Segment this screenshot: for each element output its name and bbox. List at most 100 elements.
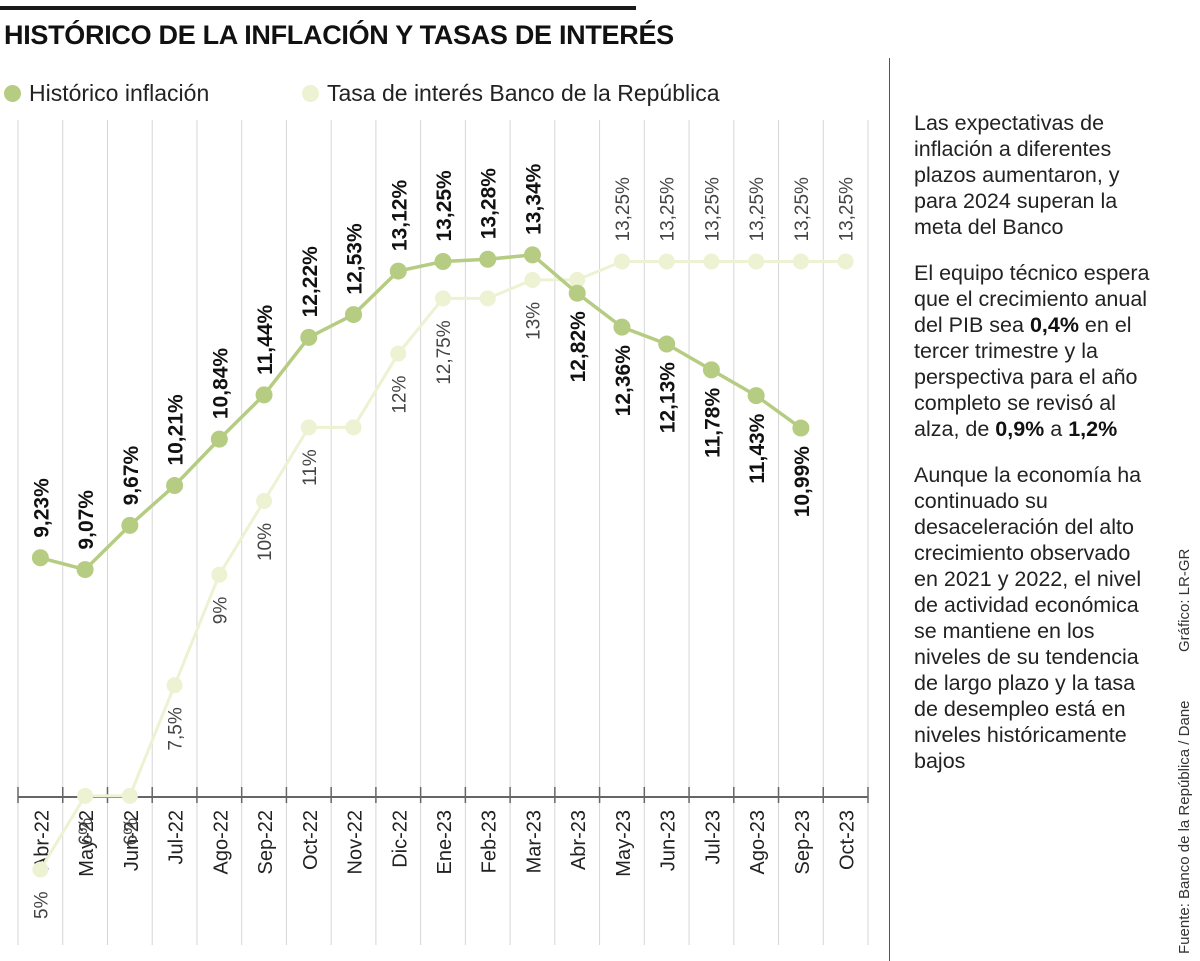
interest-rate-point: [748, 253, 765, 270]
inflation-point: [121, 516, 139, 534]
inflation-point: [345, 306, 363, 324]
inflation-data-label: 13,25%: [433, 170, 456, 242]
interest-rate-point: [479, 290, 496, 307]
x-tick-label: Sep-23: [792, 810, 814, 875]
inflation-point: [702, 361, 720, 379]
inflation-data-label: 13,12%: [388, 180, 411, 252]
inflation-point: [479, 250, 497, 268]
inflation-data-label: 11,78%: [701, 388, 724, 458]
x-tick-label: Jul-23: [702, 810, 724, 864]
p2-value-from: 0,9%: [995, 417, 1045, 441]
x-tick-label: Mar-23: [523, 810, 545, 873]
inflation-point: [658, 335, 676, 353]
inflation-point: [613, 318, 631, 336]
inflation-data-label: 9,07%: [75, 490, 98, 550]
legend-label-interest-rate: Tasa de interés Banco de la República: [327, 80, 720, 106]
inflation-data-label: 12,13%: [657, 362, 680, 434]
inflation-point: [568, 284, 586, 302]
inflation-data-label: 9,23%: [30, 478, 53, 538]
inflation-data-label: 11,43%: [746, 413, 769, 483]
inflation-data-label: 9,67%: [120, 445, 143, 505]
interest-rate-data-label: 13,25%: [792, 177, 813, 242]
inflation-data-label: 13,28%: [478, 168, 501, 240]
x-tick-label: Abr-23: [568, 810, 590, 870]
x-tick-label: Jun-22: [121, 810, 143, 871]
line-chart: Abr-22 May-22 Jun-22 Jul-22 Ago-22 Sep-22 Oct-…: [17, 120, 869, 945]
x-tick-label: Sep-22: [255, 810, 277, 875]
inflation-point: [300, 328, 318, 346]
interest-rate-data-label: 12%: [389, 376, 410, 414]
inflation-point: [747, 387, 765, 405]
interest-rate-point: [211, 566, 228, 583]
interest-rate-point: [703, 253, 720, 270]
interest-rate-point: [256, 493, 273, 510]
inflation-point: [434, 253, 452, 270]
sidebar-text: Las expectativas de inflación a diferent…: [914, 110, 1154, 794]
p2-text-e: a: [1044, 417, 1069, 441]
legend-item-inflation: Histórico inflación: [4, 80, 209, 107]
inflation-point: [389, 262, 407, 280]
inflation-data-label: 10,84%: [209, 348, 232, 420]
p2-value-pib: 0,4%: [1029, 313, 1079, 337]
interest-rate-point: [32, 861, 49, 878]
interest-rate-point: [121, 787, 138, 804]
sidebar-paragraph-2: El equipo técnico espera que el crecimie…: [914, 260, 1154, 442]
interest-rate-point: [345, 419, 362, 436]
x-axis: Abr-22 May-22 Jun-22 Jul-22 Ago-22 Sep-22 Oct-…: [17, 787, 869, 877]
interest-rate-point: [435, 290, 451, 307]
inflation-line: [39, 253, 802, 572]
inflation-data-label: 10,99%: [791, 446, 814, 518]
interest-rate-data-label: 9%: [210, 597, 231, 625]
legend-swatch-inflation: [4, 85, 21, 102]
x-tick-label: Feb-23: [479, 810, 501, 873]
title-rule: [0, 6, 636, 10]
inflation-data-label: 12,22%: [299, 246, 322, 318]
p2-text-a: El equipo técnico espera que el crecimie…: [914, 261, 1150, 337]
inflation-data-label: 12,36%: [612, 345, 635, 417]
x-tick-label: May-23: [613, 810, 635, 877]
interest-rate-data-label: 13,25%: [613, 177, 634, 242]
p2-text-c: en el tercer trimestre y la perspectiva …: [914, 313, 1138, 441]
x-tick-label: Dic-22: [389, 810, 411, 868]
inflation-point: [76, 561, 94, 579]
interest-rate-data-label: 13,25%: [658, 177, 679, 242]
x-tick-label: Ago-22: [210, 810, 232, 875]
credit-fuente: Fuente: Banco de la República / Dane: [1176, 700, 1193, 955]
series-interest-rate: 5% 6% 6% 7,5% 9% 10% 11% 12% 12,75% 13% 13,25% 13,2…: [31, 177, 857, 919]
legend-swatch-interest-rate: [302, 85, 319, 102]
sidebar-paragraph-1: Las expectativas de inflación a diferent…: [914, 111, 1120, 239]
inflation-data-label: 10,21%: [165, 394, 188, 466]
interest-rate-point: [300, 419, 317, 436]
interest-rate-data-label: 5%: [31, 891, 52, 919]
interest-rate-point: [658, 253, 675, 270]
interest-rate-data-label: 10%: [255, 523, 276, 561]
inflation-point: [523, 246, 541, 264]
legend-item-interest-rate: Tasa de interés Banco de la República: [302, 80, 720, 107]
interest-rate-data-label: 12,75%: [434, 320, 455, 385]
credit-grafico: Gráfico: LR-GR: [1176, 548, 1193, 652]
interest-rate-data-label: 6%: [121, 818, 142, 846]
x-tick-label: Abr-22: [31, 810, 53, 870]
interest-rate-point: [77, 787, 94, 804]
x-tick-label: Jul-22: [166, 810, 188, 864]
x-tick-label: Ago-23: [747, 810, 769, 875]
inflation-point: [255, 386, 273, 404]
interest-rate-point: [390, 345, 407, 362]
inflation-data-label: 13,34%: [522, 163, 545, 235]
inflation-data-label: 11,44%: [254, 305, 277, 375]
interest-rate-data-label: 7,5%: [166, 707, 187, 750]
interest-rate-data-label: 11%: [300, 449, 321, 486]
x-tick-label: Jun-23: [658, 810, 680, 871]
chart-title: HISTÓRICO DE LA INFLACIÓN Y TASAS DE INT…: [4, 20, 674, 50]
interest-rate-point: [569, 271, 586, 288]
interest-rate-data-label: 13,25%: [747, 177, 768, 242]
column-divider: [889, 58, 890, 961]
interest-rate-point: [837, 253, 854, 270]
sidebar-paragraph-3: Aunque la economía ha continuado su desa…: [914, 463, 1142, 773]
x-tick-label: Oct-23: [837, 810, 859, 870]
grid-lines: [17, 120, 869, 945]
inflation-data-label: 12,82%: [567, 311, 590, 383]
interest-rate-point: [524, 271, 541, 288]
inflation-point: [166, 477, 184, 495]
x-tick-label: Nov-22: [345, 810, 367, 874]
